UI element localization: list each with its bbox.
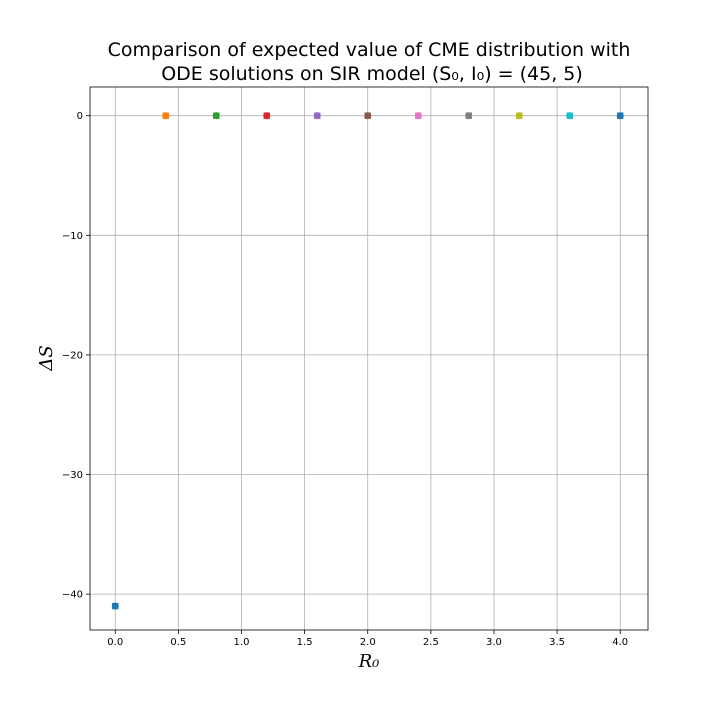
y-axis-label: ΔS [36, 345, 57, 371]
y-tick-label: −30 [62, 470, 83, 481]
data-point [162, 112, 170, 120]
grid [90, 87, 648, 630]
data-point [616, 112, 624, 120]
x-axis-ticks: 0.0 0.5 1.0 1.5 2.0 2.5 3.0 3.5 4.0 [107, 630, 628, 648]
data-point [364, 112, 372, 120]
y-tick-label: −40 [62, 590, 83, 601]
data-point [465, 112, 473, 120]
chart-title-line-2: ODE solutions on SIR model (S₀, I₀) = (4… [161, 63, 583, 85]
x-tick-label: 0.5 [170, 637, 186, 648]
plot-frame [89, 86, 649, 631]
y-tick-label: −10 [62, 231, 83, 242]
data-point [111, 602, 119, 610]
data-point [414, 112, 422, 120]
data-points [111, 112, 624, 610]
x-tick-label: 3.5 [549, 637, 565, 648]
data-point [212, 112, 220, 120]
data-point [515, 112, 523, 120]
x-axis-label: R₀ [358, 651, 380, 672]
y-tick-label: 0 [77, 111, 83, 122]
data-point [313, 112, 321, 120]
x-tick-label: 4.0 [612, 637, 628, 648]
x-tick-label: 2.5 [423, 637, 439, 648]
y-axis-ticks: 0 −10 −20 −30 −40 [62, 111, 90, 601]
data-point [566, 112, 574, 120]
y-tick-label: −20 [62, 350, 83, 361]
chart-title-line-1: Comparison of expected value of CME dist… [108, 39, 631, 61]
data-point [263, 112, 271, 120]
x-tick-label: 1.0 [234, 637, 250, 648]
x-tick-label: 3.0 [486, 637, 502, 648]
x-tick-label: 0.0 [107, 637, 123, 648]
x-tick-label: 2.0 [360, 637, 376, 648]
x-tick-label: 1.5 [297, 637, 313, 648]
